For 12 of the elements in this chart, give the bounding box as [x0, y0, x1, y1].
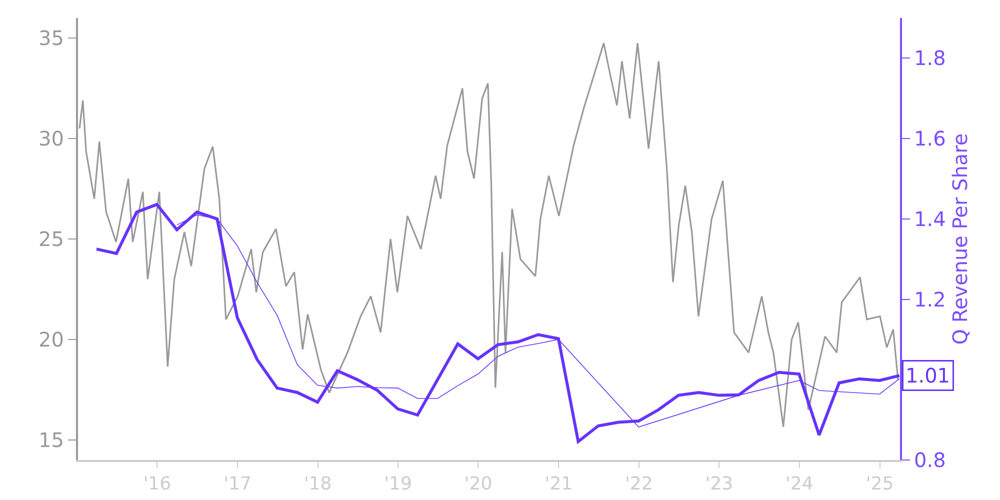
y-tick-label: 35 [38, 26, 64, 50]
y2-axis-title: Q Revenue Per Share [948, 133, 972, 345]
y-tick-label: 25 [38, 227, 64, 251]
data-label: 1.01 [906, 364, 950, 388]
y2-tick-label: 1.6 [914, 126, 946, 151]
y-tick-label: 30 [38, 126, 64, 151]
y2-tick-label: 1.8 [914, 46, 946, 70]
y-tick-label: 15 [38, 428, 64, 452]
y2-tick-label: 0.8 [914, 448, 946, 472]
y-tick-label: 20 [38, 327, 64, 352]
y2-tick-label: 1.2 [914, 287, 946, 312]
y2-tick-label: 1.4 [914, 206, 946, 231]
